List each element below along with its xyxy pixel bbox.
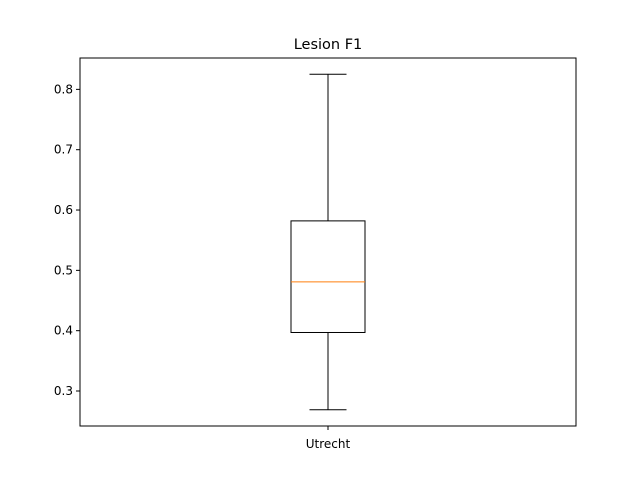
y-tick-label: 0.3 [54, 384, 73, 398]
plot-layer [290, 73, 366, 411]
y-tick-label: 0.4 [54, 324, 73, 338]
y-axis: 0.3 0.4 0.5 0.6 0.7 0.8 [54, 82, 80, 398]
iqr-box [290, 220, 366, 333]
y-tick-label: 0.8 [54, 82, 73, 96]
x-axis: Utrecht [306, 426, 351, 451]
y-tick-label: 0.5 [54, 263, 73, 277]
chart-title: Lesion F1 [294, 37, 363, 53]
y-tick-label: 0.7 [54, 143, 73, 157]
box-group [290, 73, 366, 411]
x-tick-label: Utrecht [306, 437, 351, 451]
y-tick-label: 0.6 [54, 203, 73, 217]
